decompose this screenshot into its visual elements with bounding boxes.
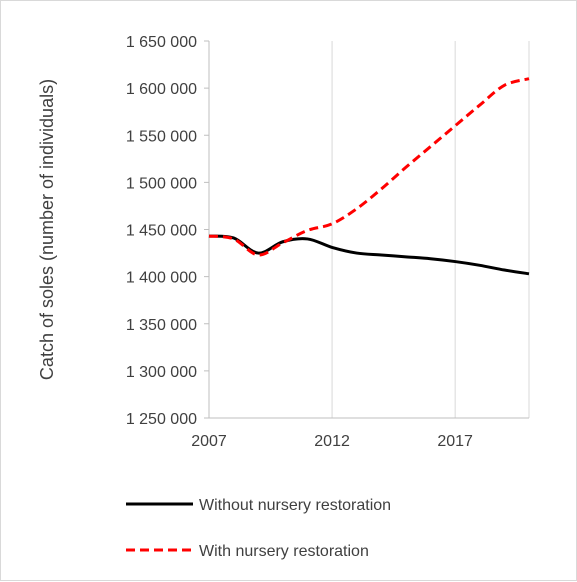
x-tick-label: 2007 xyxy=(191,433,227,450)
tick-labels: 2007 2012 2017 1 250 000 1 300 000 1 350 000 1… xyxy=(126,34,473,450)
y-tick-label: 1 650 000 xyxy=(126,34,197,51)
y-tick-label: 1 550 000 xyxy=(126,128,197,145)
gridlines xyxy=(331,41,530,418)
y-tick-label: 1 300 000 xyxy=(126,364,197,381)
y-axis-title: Catch of soles (number of individuals) xyxy=(37,79,57,380)
series-line-1 xyxy=(208,234,530,276)
y-tick-label: 1 450 000 xyxy=(126,223,197,240)
x-tick-label: 2017 xyxy=(437,433,473,450)
y-tick-label: 1 350 000 xyxy=(126,317,197,334)
y-tick-label: 1 250 000 xyxy=(126,411,197,428)
series-lines xyxy=(208,77,530,276)
legend-label: Without nursery restoration xyxy=(199,497,391,514)
legend: Without nursery restoration With nursery … xyxy=(126,497,391,560)
y-tick-label: 1 600 000 xyxy=(126,81,197,98)
y-tick-label: 1 400 000 xyxy=(126,270,197,287)
x-tick-label: 2012 xyxy=(314,433,350,450)
series-line-2 xyxy=(208,77,530,257)
y-tick-label: 1 500 000 xyxy=(126,175,197,192)
legend-label: With nursery restoration xyxy=(199,543,369,560)
axes xyxy=(204,40,529,419)
